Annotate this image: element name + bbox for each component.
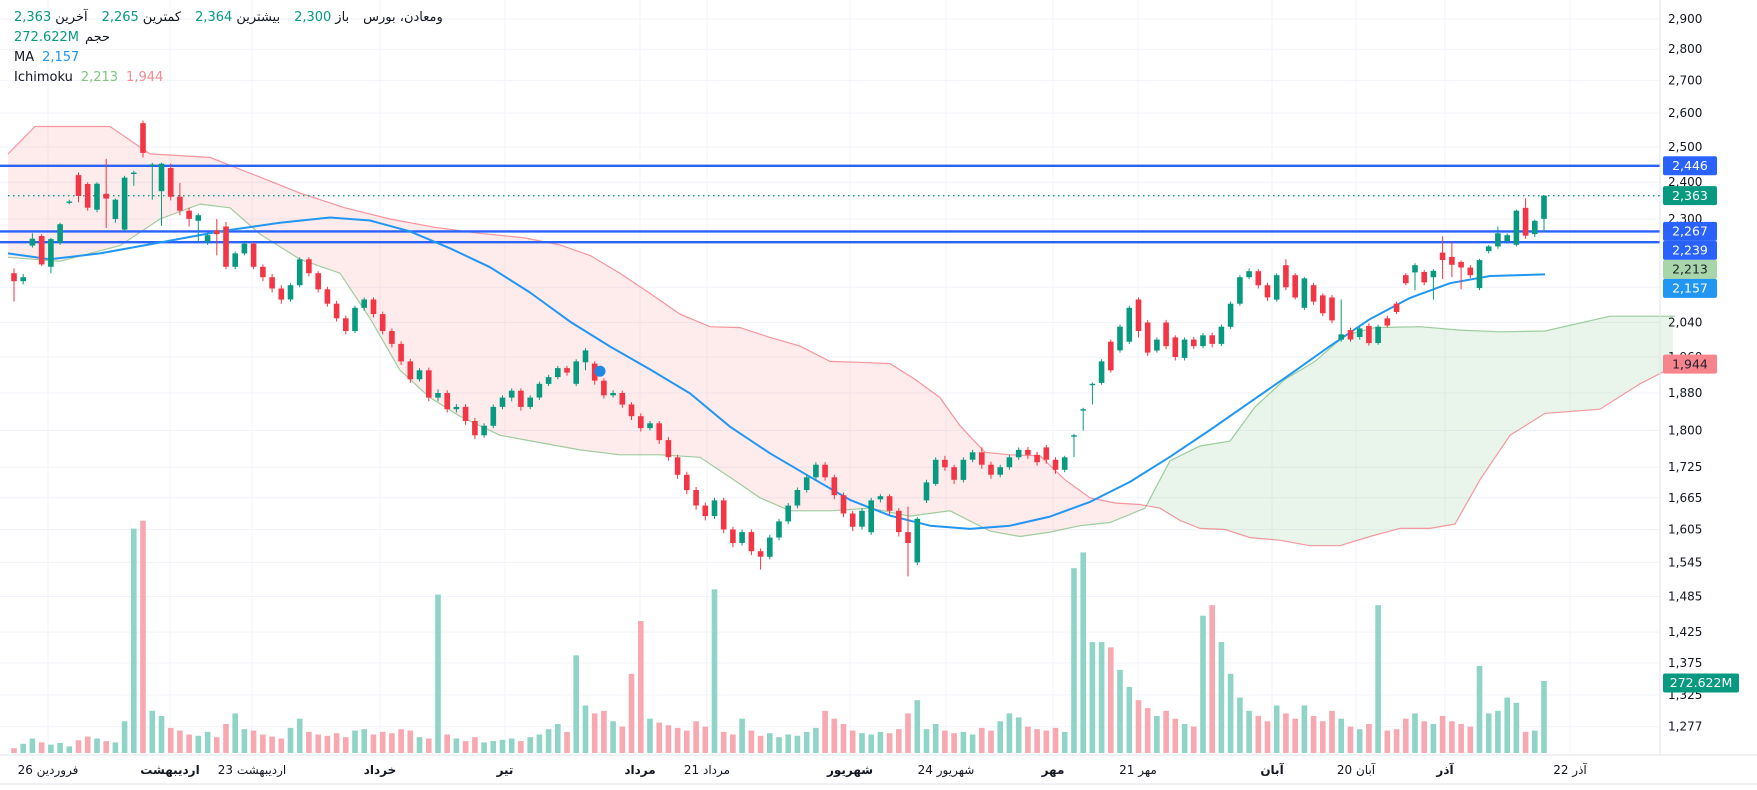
svg-text:20 آبان: 20 آبان: [1337, 762, 1376, 777]
last-value: 2,363: [14, 10, 52, 25]
ma-line[interactable]: [7, 216, 1546, 530]
open-pair: باز 2,300: [294, 8, 349, 28]
svg-text:2,900: 2,900: [1668, 12, 1702, 26]
ma-value: 2,157: [42, 50, 80, 66]
high-value: 2,364: [195, 10, 233, 25]
volume-label: حجم: [84, 30, 111, 46]
high-label: بیشترین: [236, 10, 281, 25]
svg-text:2,267: 2,267: [1672, 224, 1708, 239]
svg-text:24 شهریور: 24 شهریور: [918, 763, 975, 778]
svg-text:2,700: 2,700: [1668, 74, 1702, 88]
legend-ma-row[interactable]: MA 2,157: [14, 48, 79, 68]
candlesticks: [11, 120, 1547, 577]
marker-dot[interactable]: [594, 365, 606, 377]
svg-text:اردیبهشت: اردیبهشت: [140, 763, 199, 777]
open-value: 2,300: [294, 10, 332, 25]
legend-ichimoku-row[interactable]: Ichimoku 2,213 1,944: [14, 68, 163, 88]
chart-legend: ومعادن، بورس باز 2,300 بیشترین 2,364 کمت…: [14, 8, 443, 89]
svg-text:23 اردیبهشت: 23 اردیبهشت: [218, 763, 287, 778]
ichimoku-indicator-label: Ichimoku: [14, 70, 73, 86]
svg-text:تیر: تیر: [496, 763, 514, 777]
svg-text:1,800: 1,800: [1668, 424, 1702, 438]
volume-pane: [11, 520, 1547, 753]
legend-volume-row: حجم 272.622M: [14, 28, 110, 48]
svg-text:2,040: 2,040: [1668, 316, 1702, 330]
ichimoku-cloud: [7, 125, 1676, 547]
svg-text:آبان: آبان: [1260, 762, 1284, 777]
svg-text:2,800: 2,800: [1668, 42, 1702, 56]
svg-text:1,545: 1,545: [1668, 555, 1702, 569]
svg-text:خرداد: خرداد: [364, 763, 397, 777]
svg-text:1,880: 1,880: [1668, 386, 1702, 400]
svg-text:21 مرداد: 21 مرداد: [684, 763, 730, 778]
horizontal-price-lines[interactable]: [0, 164, 1660, 244]
low-value: 2,265: [101, 10, 139, 25]
svg-text:21 مهر: 21 مهر: [1119, 763, 1157, 778]
svg-text:1,944: 1,944: [1672, 356, 1708, 371]
svg-text:1,605: 1,605: [1668, 523, 1702, 537]
svg-text:272.622M: 272.622M: [1670, 675, 1732, 690]
svg-text:آذر: آذر: [1435, 762, 1454, 777]
svg-text:2,446: 2,446: [1672, 158, 1708, 173]
last-pair: آخرین 2,363: [14, 8, 88, 28]
low-label: کمترین: [142, 10, 182, 25]
last-label: آخرین: [55, 10, 88, 25]
svg-text:مرداد: مرداد: [624, 763, 655, 777]
symbol-name[interactable]: ومعادن، بورس: [363, 10, 443, 25]
svg-text:22 آذر: 22 آذر: [1553, 762, 1587, 778]
svg-text:1,665: 1,665: [1668, 491, 1702, 505]
time-axis[interactable]: 26 فروردین اردیبهشت 23 اردیبهشت خرداد تیر مرد…: [18, 762, 1588, 778]
open-label: باز: [335, 10, 350, 25]
svg-text:26 فروردین: 26 فروردین: [18, 763, 79, 778]
svg-text:مهر: مهر: [1041, 763, 1065, 777]
svg-text:2,400: 2,400: [1668, 175, 1702, 189]
high-pair: بیشترین 2,364: [195, 8, 280, 28]
grid: [0, 0, 1660, 753]
legend-ohlc-row: ومعادن، بورس باز 2,300 بیشترین 2,364 کمت…: [14, 8, 443, 28]
volume-value: 272.622M: [14, 30, 79, 46]
ichimoku-a-value: 2,213: [80, 70, 119, 86]
svg-text:1,277: 1,277: [1668, 720, 1702, 734]
price-badges: 2,446 2,363 2,267 2,239 2,213 2,157 1,944 272.6…: [1663, 156, 1739, 693]
svg-text:1,485: 1,485: [1668, 590, 1702, 604]
ichimoku-b-value: 1,944: [126, 70, 164, 86]
svg-text:1,425: 1,425: [1668, 625, 1702, 639]
svg-text:2,600: 2,600: [1668, 106, 1702, 120]
svg-text:2,157: 2,157: [1672, 281, 1708, 296]
svg-text:2,213: 2,213: [1672, 262, 1708, 277]
svg-text:1,375: 1,375: [1668, 656, 1702, 670]
svg-text:2,363: 2,363: [1672, 188, 1708, 203]
low-pair: کمترین 2,265: [102, 8, 182, 28]
ma-indicator-label: MA: [14, 50, 35, 66]
svg-text:1,725: 1,725: [1668, 460, 1702, 474]
svg-text:شهریور: شهریور: [826, 763, 873, 778]
svg-text:2,500: 2,500: [1668, 140, 1702, 154]
svg-text:2,239: 2,239: [1672, 243, 1708, 258]
